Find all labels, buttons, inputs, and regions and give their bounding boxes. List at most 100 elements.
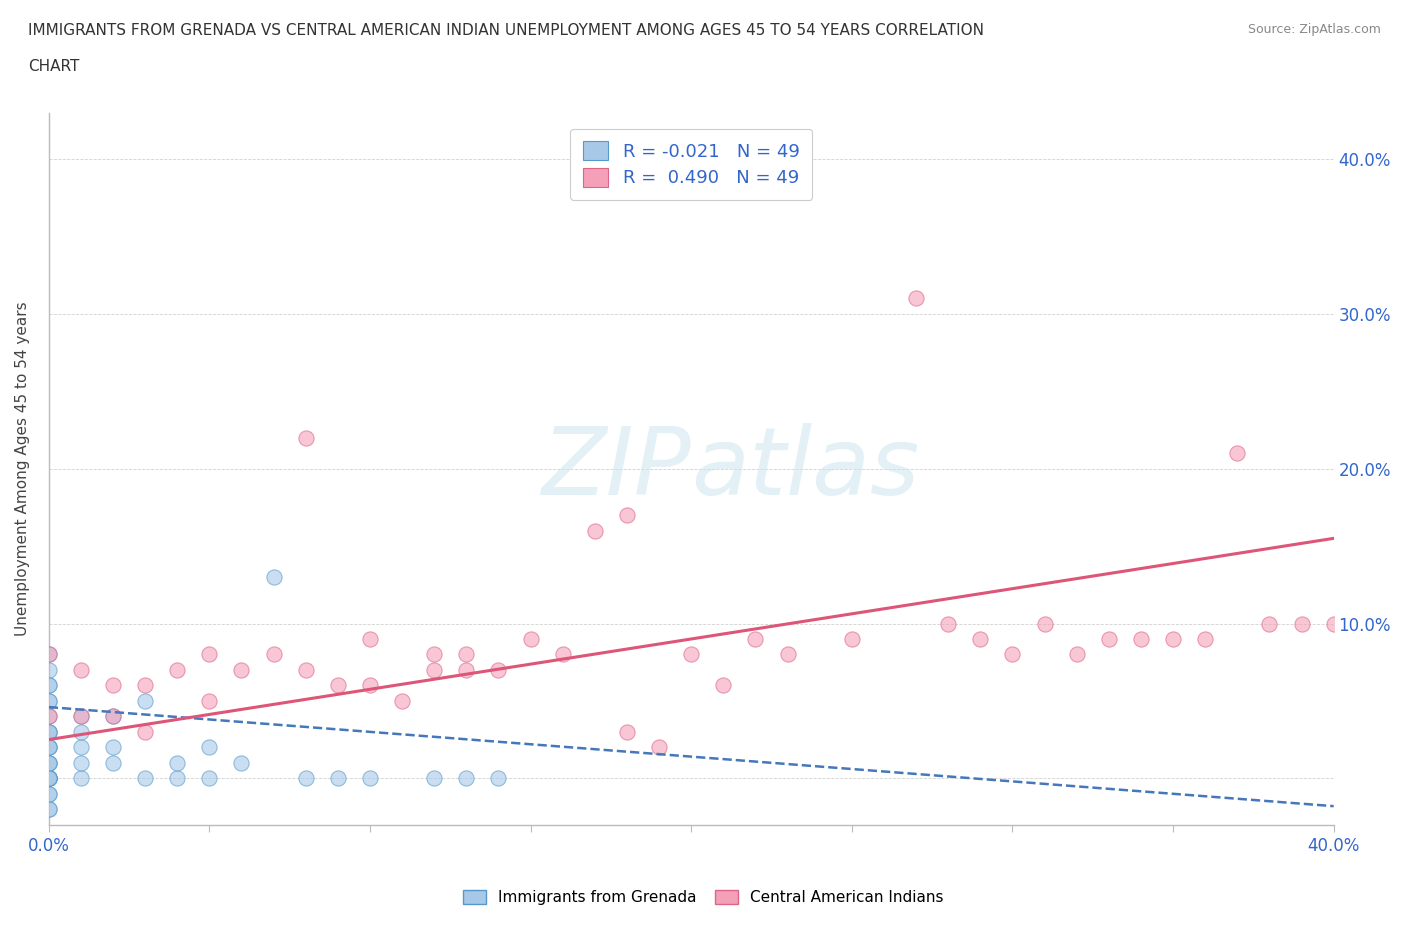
Point [134, 724, 156, 739]
Point [198, 740, 221, 755]
Point [198, 694, 221, 709]
Point [38, 771, 60, 786]
Point [38, 787, 60, 802]
Point [198, 771, 221, 786]
Point [1129, 631, 1152, 646]
Point [456, 771, 478, 786]
Point [648, 740, 671, 755]
Point [70, 709, 93, 724]
Point [519, 631, 541, 646]
Point [294, 771, 316, 786]
Legend: Immigrants from Grenada, Central American Indians: Immigrants from Grenada, Central America… [457, 884, 949, 911]
Point [841, 631, 863, 646]
Point [1194, 631, 1216, 646]
Point [38, 771, 60, 786]
Point [326, 678, 349, 693]
Point [134, 678, 156, 693]
Point [359, 678, 381, 693]
Point [488, 771, 510, 786]
Text: atlas: atlas [692, 423, 920, 514]
Point [38, 771, 60, 786]
Point [38, 740, 60, 755]
Point [1226, 445, 1249, 460]
Point [38, 771, 60, 786]
Point [70, 724, 93, 739]
Point [488, 662, 510, 677]
Point [38, 771, 60, 786]
Point [101, 755, 124, 770]
Point [231, 662, 253, 677]
Point [423, 771, 446, 786]
Point [38, 740, 60, 755]
Point [681, 647, 703, 662]
Point [38, 771, 60, 786]
Text: IMMIGRANTS FROM GRENADA VS CENTRAL AMERICAN INDIAN UNEMPLOYMENT AMONG AGES 45 TO: IMMIGRANTS FROM GRENADA VS CENTRAL AMERI… [28, 23, 984, 38]
Point [744, 631, 766, 646]
Point [1098, 631, 1121, 646]
Point [70, 662, 93, 677]
Point [359, 771, 381, 786]
Legend: R = -0.021   N = 49, R =  0.490   N = 49: R = -0.021 N = 49, R = 0.490 N = 49 [571, 128, 813, 200]
Point [101, 709, 124, 724]
Point [359, 631, 381, 646]
Point [38, 755, 60, 770]
Point [391, 694, 413, 709]
Point [38, 755, 60, 770]
Point [166, 662, 188, 677]
Point [231, 755, 253, 770]
Point [1291, 616, 1313, 631]
Point [38, 724, 60, 739]
Point [38, 740, 60, 755]
Point [101, 709, 124, 724]
Point [38, 709, 60, 724]
Point [776, 647, 799, 662]
Point [38, 678, 60, 693]
Point [101, 678, 124, 693]
Text: ZIP: ZIP [541, 423, 692, 514]
Point [70, 755, 93, 770]
Point [38, 662, 60, 677]
Point [101, 740, 124, 755]
Point [198, 647, 221, 662]
Point [1323, 616, 1346, 631]
Point [711, 678, 734, 693]
Point [423, 662, 446, 677]
Point [38, 647, 60, 662]
Point [38, 694, 60, 709]
Point [423, 647, 446, 662]
Point [551, 647, 574, 662]
Point [38, 724, 60, 739]
Point [905, 291, 928, 306]
Text: Source: ZipAtlas.com: Source: ZipAtlas.com [1247, 23, 1381, 36]
Point [1258, 616, 1281, 631]
Point [38, 709, 60, 724]
Point [38, 678, 60, 693]
Point [1161, 631, 1184, 646]
Point [38, 787, 60, 802]
Point [263, 569, 285, 584]
Point [616, 508, 638, 523]
Point [294, 431, 316, 445]
Point [583, 524, 606, 538]
Point [38, 694, 60, 709]
Point [969, 631, 991, 646]
Point [70, 740, 93, 755]
Point [38, 647, 60, 662]
Point [1001, 647, 1024, 662]
Point [38, 802, 60, 817]
Point [166, 755, 188, 770]
Point [616, 724, 638, 739]
Point [326, 771, 349, 786]
Point [70, 709, 93, 724]
Point [936, 616, 959, 631]
Point [1033, 616, 1056, 631]
Point [166, 771, 188, 786]
Point [456, 647, 478, 662]
Point [38, 724, 60, 739]
Point [263, 647, 285, 662]
Y-axis label: Unemployment Among Ages 45 to 54 years: Unemployment Among Ages 45 to 54 years [15, 301, 30, 636]
Point [38, 755, 60, 770]
Text: CHART: CHART [28, 59, 80, 73]
Point [456, 662, 478, 677]
Point [294, 662, 316, 677]
